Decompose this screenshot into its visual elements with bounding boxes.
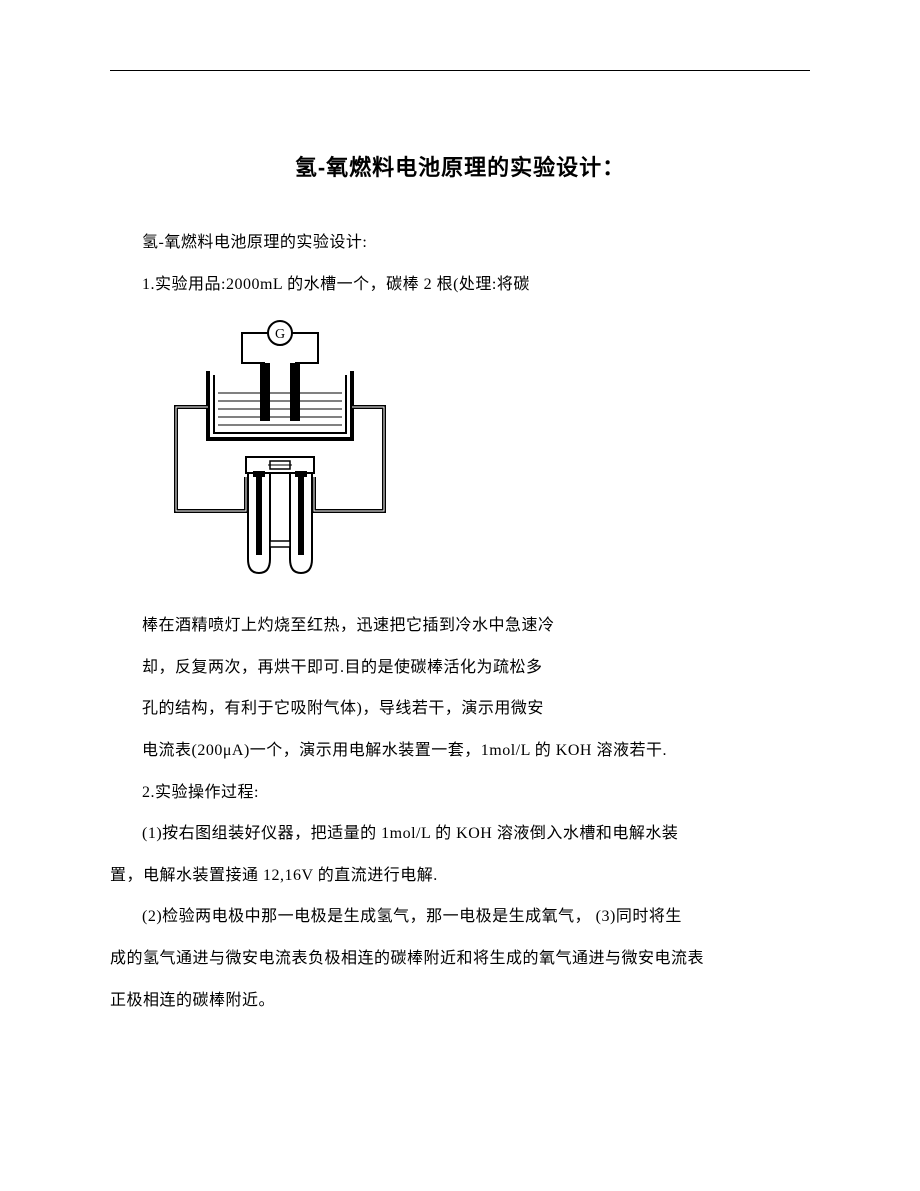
body-text: 氢-氧燃料电池原理的实验设计: 1.实验用品:2000mL 的水槽一个，碳棒 2… bbox=[110, 222, 810, 305]
page-title: 氢-氧燃料电池原理的实验设计： bbox=[110, 150, 810, 182]
para-step-1a: (1)按右图组装好仪器，把适量的 1mol/L 的 KOH 溶液倒入水槽和电解水… bbox=[110, 813, 810, 855]
para-materials-2: 棒在酒精喷灯上灼烧至红热，迅速把它插到冷水中急速冷 bbox=[110, 605, 810, 647]
electrode-right bbox=[290, 363, 300, 421]
top-rule bbox=[110, 70, 810, 71]
para-materials-1: 1.实验用品:2000mL 的水槽一个，碳棒 2 根(处理:将碳 bbox=[110, 264, 810, 306]
para-procedure-heading: 2.实验操作过程: bbox=[110, 772, 810, 814]
inner-rod-left bbox=[256, 475, 262, 555]
inner-rod-right bbox=[298, 475, 304, 555]
apparatus-diagram: G bbox=[150, 315, 810, 585]
rod-cap-right bbox=[295, 471, 307, 477]
para-intro: 氢-氧燃料电池原理的实验设计: bbox=[110, 222, 810, 264]
rod-cap-left bbox=[253, 471, 265, 477]
page: 氢-氧燃料电池原理的实验设计： 氢-氧燃料电池原理的实验设计: 1.实验用品:2… bbox=[0, 0, 920, 1191]
electrode-left bbox=[260, 363, 270, 421]
para-materials-5: 电流表(200μA)一个，演示用电解水装置一套，1mol/L 的 KOH 溶液若… bbox=[110, 730, 810, 772]
tube-outer-right-inner bbox=[314, 407, 384, 511]
para-step-2a: (2)检验两电极中那一电极是生成氢气，那一电极是生成氧气， (3)同时将生 bbox=[110, 896, 810, 938]
wire-right-top bbox=[292, 333, 318, 363]
galvanometer-label: G bbox=[275, 327, 285, 342]
tube-outer-right bbox=[314, 407, 384, 511]
para-materials-4: 孔的结构，有利于它吸附气体)，导线若干，演示用微安 bbox=[110, 688, 810, 730]
tube-outer-left bbox=[176, 407, 246, 511]
para-step-2b: 成的氢气通进与微安电流表负极相连的碳棒附近和将生成的氧气通进与微安电流表 bbox=[110, 938, 810, 980]
body-text-2: 棒在酒精喷灯上灼烧至红热，迅速把它插到冷水中急速冷 却，反复两次，再烘干即可.目… bbox=[110, 605, 810, 1021]
para-step-1b: 置，电解水装置接通 12,16V 的直流进行电解. bbox=[110, 855, 810, 897]
para-step-2c: 正极相连的碳棒附近。 bbox=[110, 980, 810, 1022]
para-materials-3: 却，反复两次，再烘干即可.目的是使碳棒活化为疏松多 bbox=[110, 647, 810, 689]
trough-outer bbox=[208, 371, 352, 439]
tube-bridge bbox=[270, 541, 290, 547]
wire-left-top bbox=[242, 333, 268, 363]
apparatus-svg: G bbox=[150, 315, 410, 585]
tube-outer-left-inner bbox=[176, 407, 246, 511]
trough-inner bbox=[214, 375, 346, 433]
